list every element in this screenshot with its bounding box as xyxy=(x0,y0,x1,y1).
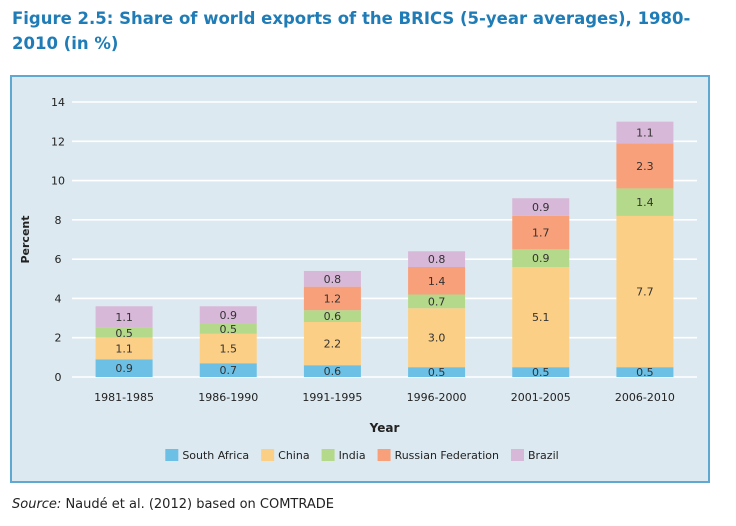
data-label: 1.1 xyxy=(115,343,133,356)
data-label: 0.9 xyxy=(115,362,133,375)
legend-label: Russian Federation xyxy=(395,449,499,462)
bar-segment xyxy=(303,286,361,311)
bar-segment xyxy=(303,322,361,366)
y-tick-label: 12 xyxy=(51,135,65,148)
data-label: 1.7 xyxy=(532,227,550,240)
data-label: 1.1 xyxy=(636,126,654,139)
bar-segment xyxy=(95,327,153,338)
source-text: Naudé et al. (2012) based on COMTRADE xyxy=(61,497,334,512)
bar-segment xyxy=(408,251,466,267)
legend-label: South Africa xyxy=(182,449,249,462)
legend-label: India xyxy=(339,449,366,462)
data-label: 0.5 xyxy=(428,366,446,379)
x-tick-label: 1996-2000 xyxy=(407,391,467,404)
data-label: 0.5 xyxy=(636,366,654,379)
data-label: 0.5 xyxy=(115,327,133,340)
bar-segment xyxy=(512,215,570,250)
bar-segment xyxy=(616,188,674,216)
data-label: 0.9 xyxy=(532,252,550,265)
legend-label: China xyxy=(278,449,309,462)
y-tick-label: 10 xyxy=(51,175,65,188)
x-tick-label: 1986-1990 xyxy=(198,391,258,404)
data-label: 2.2 xyxy=(324,338,342,351)
legend-label: Brazil xyxy=(528,449,559,462)
bar-segment xyxy=(95,337,153,360)
data-label: 0.7 xyxy=(428,295,446,308)
data-label: 0.7 xyxy=(220,364,238,377)
bar-segment xyxy=(616,121,674,144)
data-label: 1.4 xyxy=(428,275,446,288)
source-note: Source: Naudé et al. (2012) based on COM… xyxy=(12,497,334,512)
bar-segment xyxy=(199,306,257,324)
data-label: 0.6 xyxy=(324,310,342,323)
bar-segment xyxy=(95,306,153,328)
bar-segment xyxy=(512,249,570,267)
y-tick-label: 14 xyxy=(51,96,65,109)
legend-swatch xyxy=(321,449,335,461)
legend-swatch xyxy=(165,449,179,461)
bar-segment xyxy=(616,215,674,368)
bar-segment xyxy=(408,367,466,377)
y-tick-label: 4 xyxy=(55,292,62,305)
bar-segment xyxy=(199,323,257,334)
legend-swatch xyxy=(261,449,275,461)
bar-segment xyxy=(408,267,466,295)
bar-segment xyxy=(303,310,361,322)
x-tick-label: 2006-2010 xyxy=(615,391,675,404)
data-label: 1.5 xyxy=(220,343,238,356)
x-tick-label: 1991-1995 xyxy=(302,391,362,404)
y-axis-title: Percent xyxy=(19,215,32,263)
data-label: 3.0 xyxy=(428,332,446,345)
bar-segment xyxy=(408,294,466,309)
bar-segment xyxy=(512,367,570,377)
source-label: Source: xyxy=(12,497,62,512)
y-tick-label: 6 xyxy=(55,253,62,266)
data-label: 0.6 xyxy=(324,365,342,378)
data-label: 0.8 xyxy=(324,273,342,286)
bar-segment xyxy=(512,198,570,216)
y-tick-label: 0 xyxy=(55,371,62,384)
data-label: 1.4 xyxy=(636,196,654,209)
legend-swatch xyxy=(510,449,524,461)
figure-title: Figure 2.5: Share of world exports of th… xyxy=(12,9,691,53)
data-label: 0.8 xyxy=(428,253,446,266)
data-label: 1.1 xyxy=(115,311,133,324)
bar-segment xyxy=(95,359,153,377)
bar-segment xyxy=(303,270,361,287)
x-tick-label: 1981-1985 xyxy=(94,391,154,404)
bar-segment xyxy=(616,143,674,189)
bar-segment xyxy=(199,363,257,377)
bar-segment xyxy=(616,367,674,377)
x-tick-label: 2001-2005 xyxy=(511,391,571,404)
stacked-bar-chart: 0 2 4 6 8 10 12 14 0.9 1.1 0.5 1.1 1981-1985 0.7 1.5 0.… xyxy=(19,96,697,462)
data-label: 1.2 xyxy=(324,292,342,305)
legend-swatch xyxy=(377,449,391,461)
x-axis-title: Year xyxy=(369,421,400,435)
data-label: 7.7 xyxy=(636,286,654,299)
data-label: 5.1 xyxy=(532,311,550,324)
y-tick-label: 8 xyxy=(55,214,62,227)
data-label: 0.9 xyxy=(532,201,550,214)
data-label: 0.9 xyxy=(220,309,238,322)
chart-panel: 0 2 4 6 8 10 12 14 0.9 1.1 0.5 1.1 1981-1985 0.7 1.5 0.… xyxy=(10,75,710,483)
data-label: 2.3 xyxy=(636,160,654,173)
bar-segment xyxy=(199,333,257,364)
bar-segment xyxy=(512,267,570,368)
data-label: 0.5 xyxy=(220,323,238,336)
bar-segment xyxy=(408,308,466,368)
bar-segment xyxy=(303,365,361,377)
y-tick-label: 2 xyxy=(55,332,62,345)
data-label: 0.5 xyxy=(532,366,550,379)
